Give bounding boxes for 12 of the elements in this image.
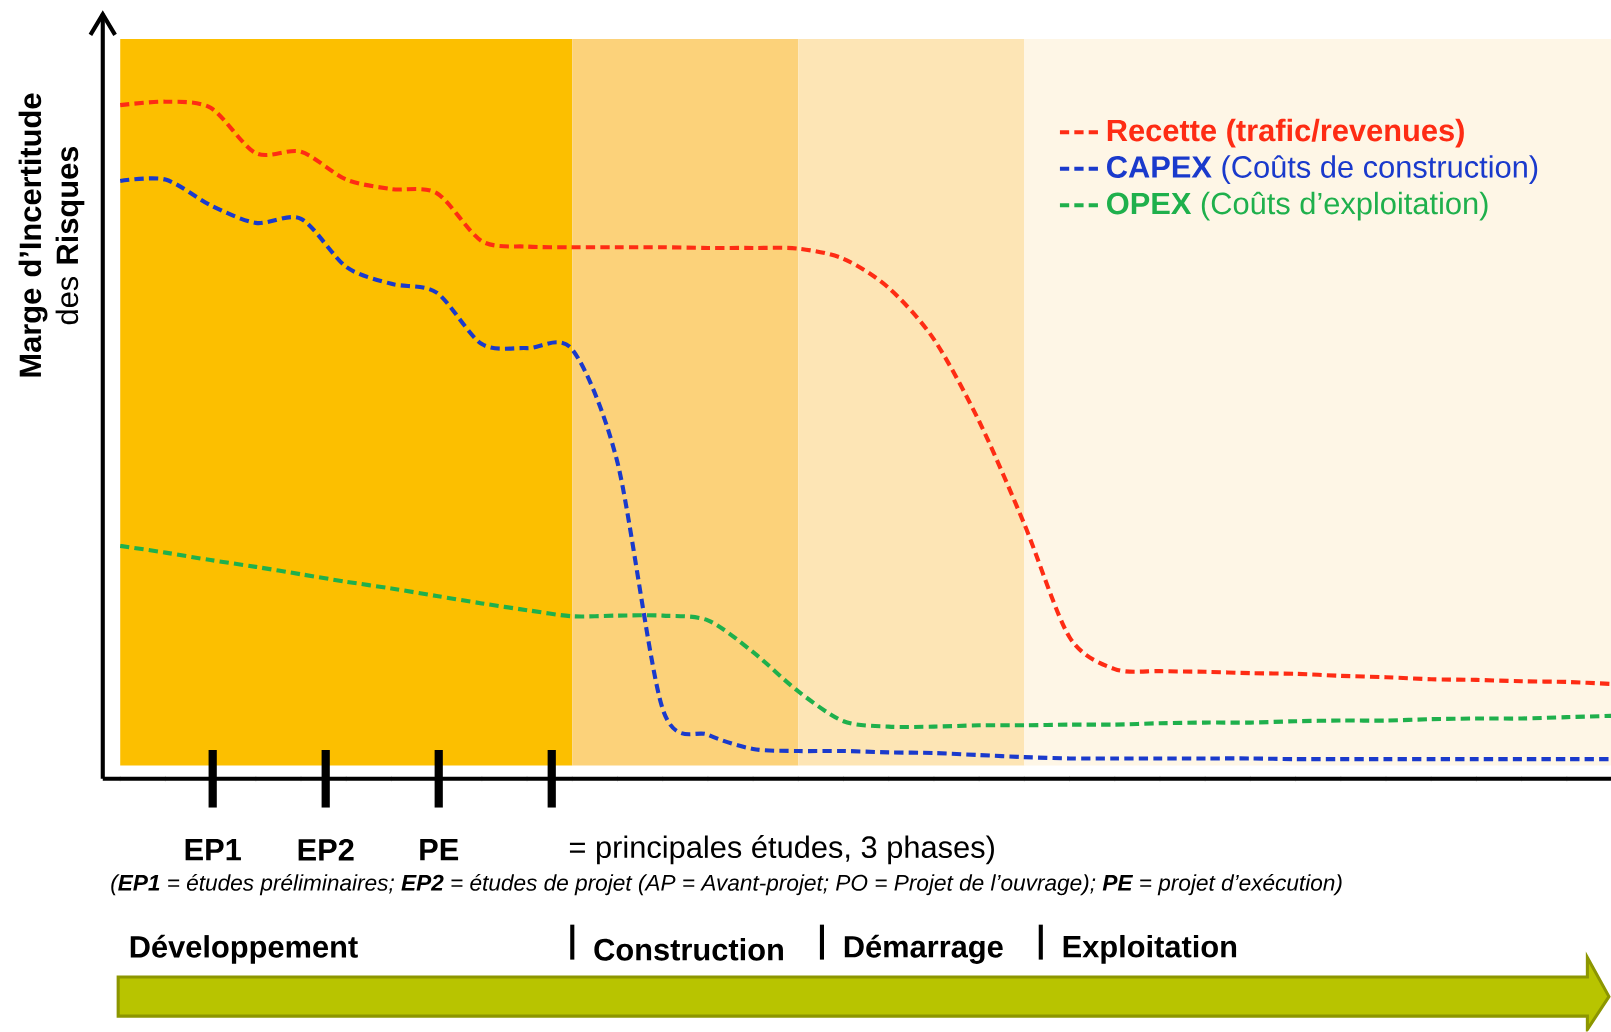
text: = principales études, 3 phases) xyxy=(569,835,994,865)
legend-label: OPEX (Coûts d’exploitation) xyxy=(1107,191,1488,221)
text: Exploitation xyxy=(1063,935,1237,964)
text: Développement xyxy=(130,935,358,965)
text: (EP1 = études préliminaires; EP2 = études de projet (AP = Avant-projet; PO = Projet de l’ouvrage); PE = projet d’exécution) xyxy=(111,874,1342,896)
text: Démarrage xyxy=(844,934,1003,965)
text: EP1 xyxy=(185,839,241,861)
text: Construction xyxy=(594,938,783,961)
text: PE xyxy=(420,839,459,861)
legend-label: CAPEX (Coûts de construction) xyxy=(1107,155,1538,185)
text: EP2 xyxy=(298,839,354,861)
legend-label: Recette (trafic/revenues) xyxy=(1107,118,1464,148)
